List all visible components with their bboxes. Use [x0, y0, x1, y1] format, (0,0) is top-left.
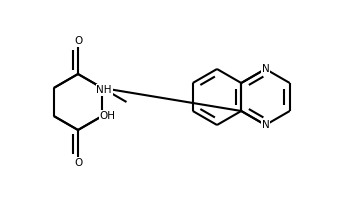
Text: N: N: [262, 64, 269, 74]
Text: N: N: [262, 120, 269, 130]
Text: O: O: [74, 158, 82, 168]
Text: NH: NH: [97, 85, 112, 95]
Text: OH: OH: [99, 111, 115, 121]
Text: O: O: [74, 36, 82, 46]
